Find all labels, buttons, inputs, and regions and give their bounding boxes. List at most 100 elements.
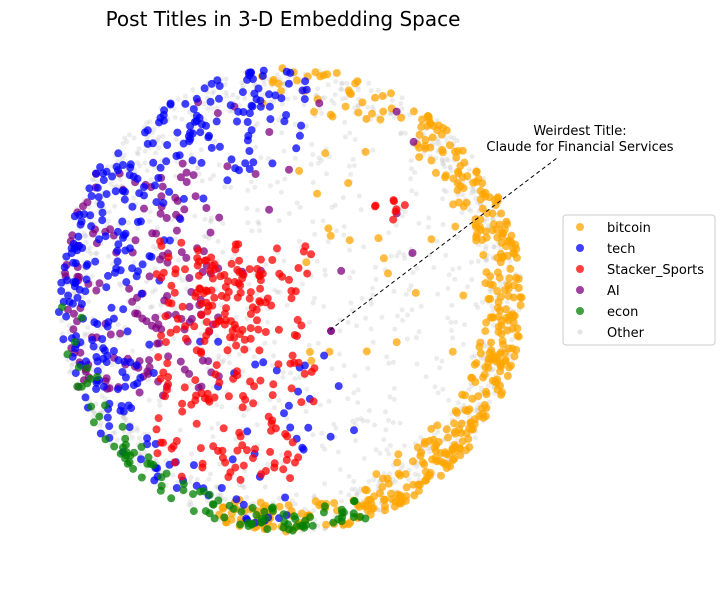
point-stacker_sports [255, 297, 264, 306]
point-ai [215, 213, 224, 222]
point-other [172, 306, 178, 311]
point-other [351, 479, 357, 484]
point-other [337, 351, 342, 357]
point-other [358, 207, 364, 213]
legend: bitcoin tech Stacker_Sports AI econ Other [562, 214, 716, 346]
point-stacker_sports [389, 215, 398, 224]
point-stacker_sports [238, 274, 247, 283]
point-other [371, 477, 377, 483]
point-other [435, 390, 441, 396]
point-other [400, 318, 406, 323]
point-econ [257, 518, 266, 527]
point-other [272, 287, 278, 293]
point-other [144, 120, 150, 126]
point-tech [91, 257, 100, 266]
point-ai [198, 356, 207, 365]
point-bitcoin [330, 499, 339, 507]
point-other [279, 130, 285, 136]
point-tech [213, 76, 222, 85]
point-ai [327, 327, 335, 335]
point-tech [112, 162, 121, 171]
point-stacker_sports [210, 393, 219, 402]
annotation: Weirdest Title: Claude for Financial Ser… [329, 124, 674, 331]
point-tech [243, 427, 252, 436]
point-ai [162, 214, 171, 222]
point-bitcoin [486, 280, 495, 289]
point-ai [157, 192, 166, 201]
point-bitcoin [474, 392, 483, 401]
point-other [116, 281, 122, 287]
point-bitcoin [449, 200, 458, 209]
point-stacker_sports [198, 463, 207, 472]
chart-title: Post Titles in 3-D Embedding Space [106, 7, 461, 31]
point-other [383, 427, 389, 433]
point-tech [280, 117, 289, 126]
point-other [134, 150, 140, 156]
point-tech [145, 340, 154, 349]
point-stacker_sports [191, 292, 200, 301]
point-econ [63, 350, 72, 359]
point-bitcoin [472, 177, 481, 186]
point-other [449, 168, 454, 174]
point-bitcoin [362, 114, 371, 123]
point-other [203, 234, 209, 240]
point-tech [132, 361, 141, 370]
point-other [312, 295, 317, 301]
point-tech [166, 99, 175, 108]
point-tech [119, 233, 127, 242]
point-other [475, 258, 481, 264]
point-econ [244, 519, 252, 527]
point-other [254, 422, 260, 428]
point-other [136, 435, 142, 441]
point-other [365, 105, 371, 110]
point-stacker_sports [241, 395, 250, 404]
point-other [435, 138, 441, 144]
point-other [214, 333, 220, 339]
point-bitcoin [507, 231, 516, 240]
point-other [258, 155, 264, 161]
point-econ [77, 313, 86, 322]
point-bitcoin [516, 301, 525, 310]
point-bitcoin [452, 153, 461, 162]
point-other [451, 135, 457, 141]
point-bitcoin [332, 69, 341, 77]
point-stacker_sports [178, 399, 187, 408]
point-other [293, 492, 299, 498]
point-bitcoin [449, 174, 458, 183]
point-other [297, 204, 303, 210]
point-bitcoin [394, 469, 403, 478]
point-bitcoin [383, 474, 392, 483]
point-bitcoin [493, 287, 502, 295]
point-tech [294, 387, 303, 396]
point-stacker_sports [240, 345, 249, 354]
point-other [346, 492, 352, 498]
point-bitcoin [375, 489, 384, 498]
point-econ [205, 509, 214, 518]
point-bitcoin [380, 495, 388, 504]
point-econ [83, 379, 92, 388]
point-bitcoin [381, 502, 389, 511]
point-other [102, 396, 108, 402]
point-bitcoin [354, 108, 363, 117]
point-other [406, 476, 412, 482]
point-other [85, 248, 91, 254]
point-other [399, 130, 404, 136]
point-bitcoin [471, 215, 480, 224]
point-other [257, 228, 262, 234]
point-stacker_sports [307, 367, 316, 376]
point-other [135, 427, 140, 433]
point-other [377, 450, 383, 456]
point-other [308, 161, 314, 167]
point-tech [259, 66, 268, 75]
point-other [352, 486, 358, 492]
point-stacker_sports [199, 289, 208, 298]
point-other [142, 450, 148, 455]
point-other [491, 244, 497, 250]
point-other [188, 474, 194, 480]
point-stacker_sports [274, 325, 283, 334]
point-other [115, 158, 121, 164]
point-econ [74, 363, 83, 372]
point-other [370, 292, 376, 298]
point-other [276, 495, 282, 501]
point-bitcoin [424, 113, 433, 122]
